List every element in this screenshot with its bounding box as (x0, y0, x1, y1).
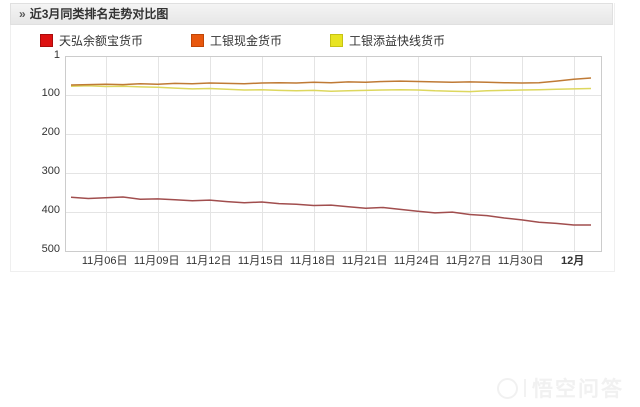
y-axis-tick-label: 100 (41, 87, 60, 100)
legend-item-icbc-express: 工银添益快线货币 (330, 32, 445, 49)
x-axis-tick-label: 11月27日 (445, 255, 492, 267)
x-axis-tick-label: 12月 (561, 255, 585, 267)
y-axis-tick-label: 300 (41, 165, 60, 178)
chart-canvas (66, 57, 601, 251)
legend-swatch-red (40, 34, 53, 47)
series-line-1 (70, 77, 592, 86)
x-axis-tick-label: 11月06日 (81, 255, 128, 267)
chart-plot-area (65, 56, 602, 252)
watermark-divider (524, 379, 526, 397)
x-axis-tick-label: 11月12日 (185, 255, 232, 267)
x-axis-tick-label: 11月09日 (133, 255, 180, 267)
chart-legend: 天弘余额宝货币 工银现金货币 工银添益快线货币 (40, 33, 493, 48)
title-marker-icon: » (19, 7, 26, 21)
x-axis-tick-label: 11月21日 (341, 255, 388, 267)
legend-label: 天弘余额宝货币 (59, 34, 144, 48)
chart-title: 近3月同类排名走势对比图 (29, 7, 169, 21)
y-axis-tick-label: 400 (41, 204, 60, 217)
x-axis-tick-label: 11月15日 (237, 255, 284, 267)
x-axis-tick-label: 11月30日 (497, 255, 544, 267)
series-line-2 (70, 85, 592, 93)
x-axis-tick-label: 11月24日 (393, 255, 440, 267)
watermark: 悟空问答 (497, 373, 624, 403)
legend-item-icbc-cash: 工银现金货币 (191, 32, 282, 49)
y-axis-tick-label: 1 (53, 49, 60, 61)
legend-swatch-yellow (330, 34, 344, 47)
y-axis-tick-label: 200 (41, 126, 60, 139)
x-axis-tick-label: 11月18日 (289, 255, 336, 267)
legend-item-tianhong: 天弘余额宝货币 (40, 32, 143, 49)
y-axis-tick-label: 500 (41, 243, 60, 255)
watermark-logo-icon (497, 377, 518, 399)
legend-label: 工银现金货币 (210, 34, 283, 48)
series-line-0 (70, 196, 591, 226)
legend-swatch-orange (191, 34, 205, 47)
watermark-text: 悟空问答 (532, 378, 624, 401)
chart-title-bar: » 近3月同类排名走势对比图 (10, 3, 613, 25)
legend-label: 工银添益快线货币 (349, 34, 446, 48)
